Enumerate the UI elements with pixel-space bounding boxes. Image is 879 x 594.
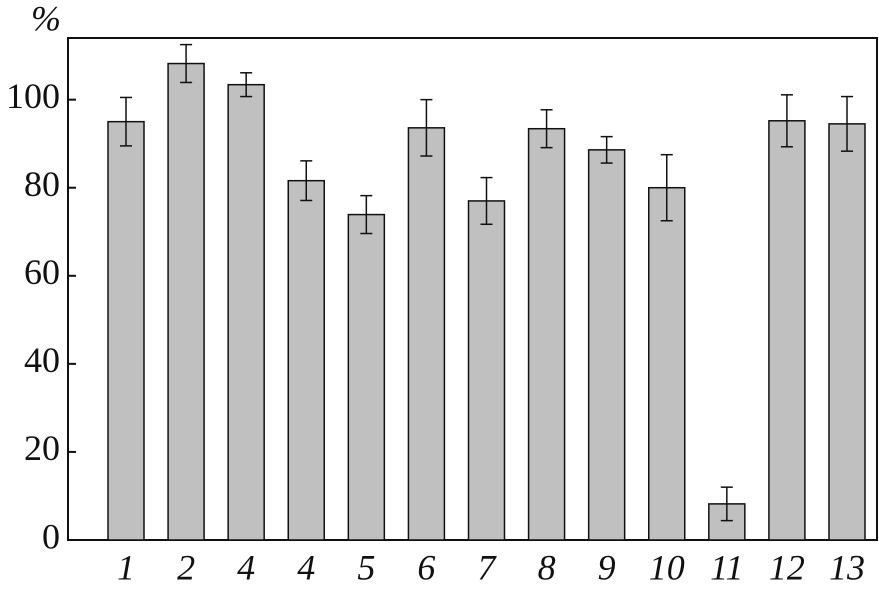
bar	[167, 62, 205, 541]
y-tick-label: 100	[6, 76, 60, 116]
bar	[287, 179, 325, 541]
bar	[407, 127, 446, 541]
bar	[527, 127, 566, 541]
x-tick-label: 11	[710, 547, 743, 587]
error-bar	[420, 98, 433, 157]
error-bar	[841, 95, 853, 152]
error-bar	[780, 94, 793, 148]
x-tick-label: 6	[417, 547, 435, 587]
bar	[227, 83, 265, 541]
x-tick-label: 5	[357, 547, 375, 587]
x-tick-label: 13	[829, 547, 865, 587]
error-bar	[360, 194, 373, 235]
x-tick-label: 12	[769, 547, 805, 587]
error-bar	[300, 160, 313, 202]
bar	[768, 120, 806, 541]
x-tick-label: 7	[478, 547, 498, 587]
x-tick-label: 1	[117, 547, 135, 587]
y-tick-label: 80	[24, 164, 60, 204]
y-tick-label: 0	[42, 516, 60, 556]
error-bar	[720, 486, 733, 522]
bar	[828, 123, 866, 541]
bar	[467, 200, 506, 541]
x-tick-label: 10	[649, 547, 685, 587]
bar	[587, 149, 626, 541]
error-bar	[240, 72, 253, 98]
bar	[107, 120, 145, 541]
x-tick-label: 4	[297, 547, 315, 587]
error-bar	[180, 43, 193, 84]
bar	[648, 186, 686, 541]
y-axis-label: %	[31, 0, 61, 38]
y-tick-label: 20	[24, 428, 60, 468]
bar	[708, 503, 746, 541]
error-bar	[480, 176, 493, 226]
error-bar	[660, 153, 673, 222]
x-tick-label: 2	[177, 547, 195, 587]
x-tick-label: 9	[598, 547, 616, 587]
bar	[347, 213, 386, 541]
error-bar	[540, 109, 553, 149]
x-tick-label: 8	[538, 547, 556, 587]
error-bar	[600, 135, 613, 164]
x-tick-label: 4	[237, 547, 255, 587]
y-tick-label: 60	[24, 252, 60, 292]
error-bar	[120, 96, 132, 147]
y-tick-label: 40	[24, 340, 60, 380]
